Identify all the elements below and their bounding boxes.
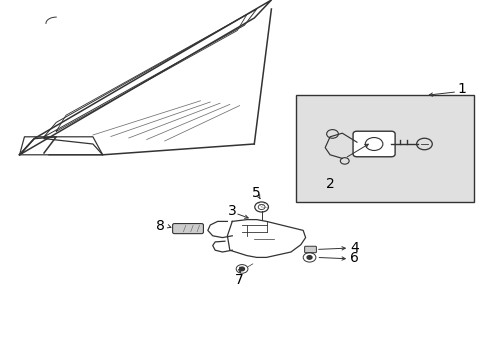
Text: 6: 6 [349,252,358,265]
Text: 5: 5 [252,186,261,199]
Text: 2: 2 [325,177,334,190]
Circle shape [306,256,311,259]
Text: 8: 8 [156,219,164,233]
Circle shape [239,267,244,271]
Text: 4: 4 [349,241,358,255]
FancyBboxPatch shape [352,131,394,157]
Text: 3: 3 [227,204,236,217]
FancyBboxPatch shape [304,246,316,253]
Bar [295,95,473,202]
FancyBboxPatch shape [172,224,203,234]
Text: 7: 7 [235,273,244,287]
Text: 1: 1 [457,82,466,96]
